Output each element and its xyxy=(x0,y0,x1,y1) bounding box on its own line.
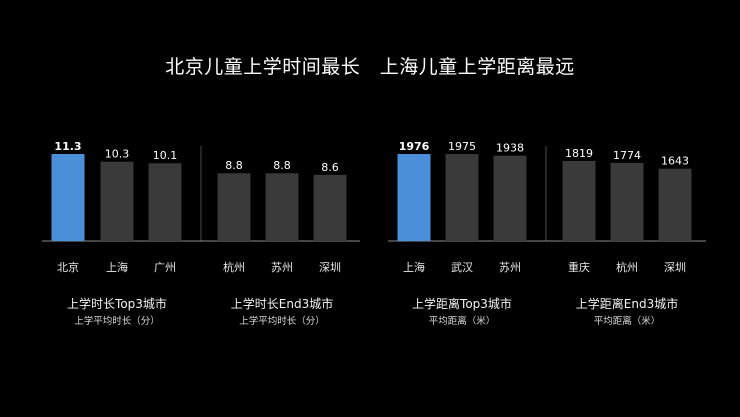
bar-value-label: 1819 xyxy=(565,147,593,160)
category-label: 上海 xyxy=(403,260,425,274)
bar xyxy=(100,161,134,241)
category-label: 深圳 xyxy=(664,261,686,274)
bar-value-label: 1643 xyxy=(661,155,689,168)
bar-value-label: 10.3 xyxy=(105,148,130,161)
category-label: 苏州 xyxy=(499,261,521,274)
bar-value-label: 1975 xyxy=(448,140,476,153)
group-subcaption: 上学平均时长（分） xyxy=(239,316,325,327)
bar-value-label: 8.6 xyxy=(321,161,339,174)
category-label: 重庆 xyxy=(568,260,590,274)
bar xyxy=(610,162,644,241)
category-label: 杭州 xyxy=(616,260,638,274)
slide-title: 北京儿童上学时间最长 上海儿童上学距离最远 xyxy=(165,56,575,78)
bar xyxy=(397,154,431,241)
bar xyxy=(313,174,347,241)
group-caption: 上学距离End3城市 xyxy=(575,297,679,311)
category-label: 杭州 xyxy=(223,260,245,274)
category-label: 武汉 xyxy=(451,261,473,274)
category-label: 广州 xyxy=(154,261,176,274)
bar xyxy=(493,155,527,241)
group-caption: 上学时长Top3城市 xyxy=(67,297,167,311)
bar xyxy=(562,160,596,241)
bar xyxy=(51,154,85,241)
category-label: 苏州 xyxy=(271,261,293,274)
group-caption: 上学时长End3城市 xyxy=(230,297,334,311)
category-label: 北京 xyxy=(57,260,79,274)
group-subcaption: 平均距离（米） xyxy=(428,316,496,327)
group-subcaption: 上学平均时长（分） xyxy=(74,316,160,327)
bar-value-label: 8.8 xyxy=(273,159,291,172)
bar xyxy=(658,168,692,241)
bar-value-label: 11.3 xyxy=(54,140,81,153)
group-subcaption: 平均距离（米） xyxy=(593,316,661,327)
bar-value-label: 1938 xyxy=(496,142,524,155)
bar xyxy=(445,154,479,241)
bar-value-label: 1774 xyxy=(613,149,641,162)
bar-value-label: 1976 xyxy=(399,140,430,153)
category-label: 上海 xyxy=(106,260,128,274)
bar-value-label: 10.1 xyxy=(153,149,178,162)
bar-value-label: 8.8 xyxy=(225,159,243,172)
bar xyxy=(265,173,299,241)
category-label: 深圳 xyxy=(319,261,341,274)
bar xyxy=(148,163,182,241)
bar xyxy=(217,173,251,241)
group-caption: 上学距离Top3城市 xyxy=(412,297,512,311)
